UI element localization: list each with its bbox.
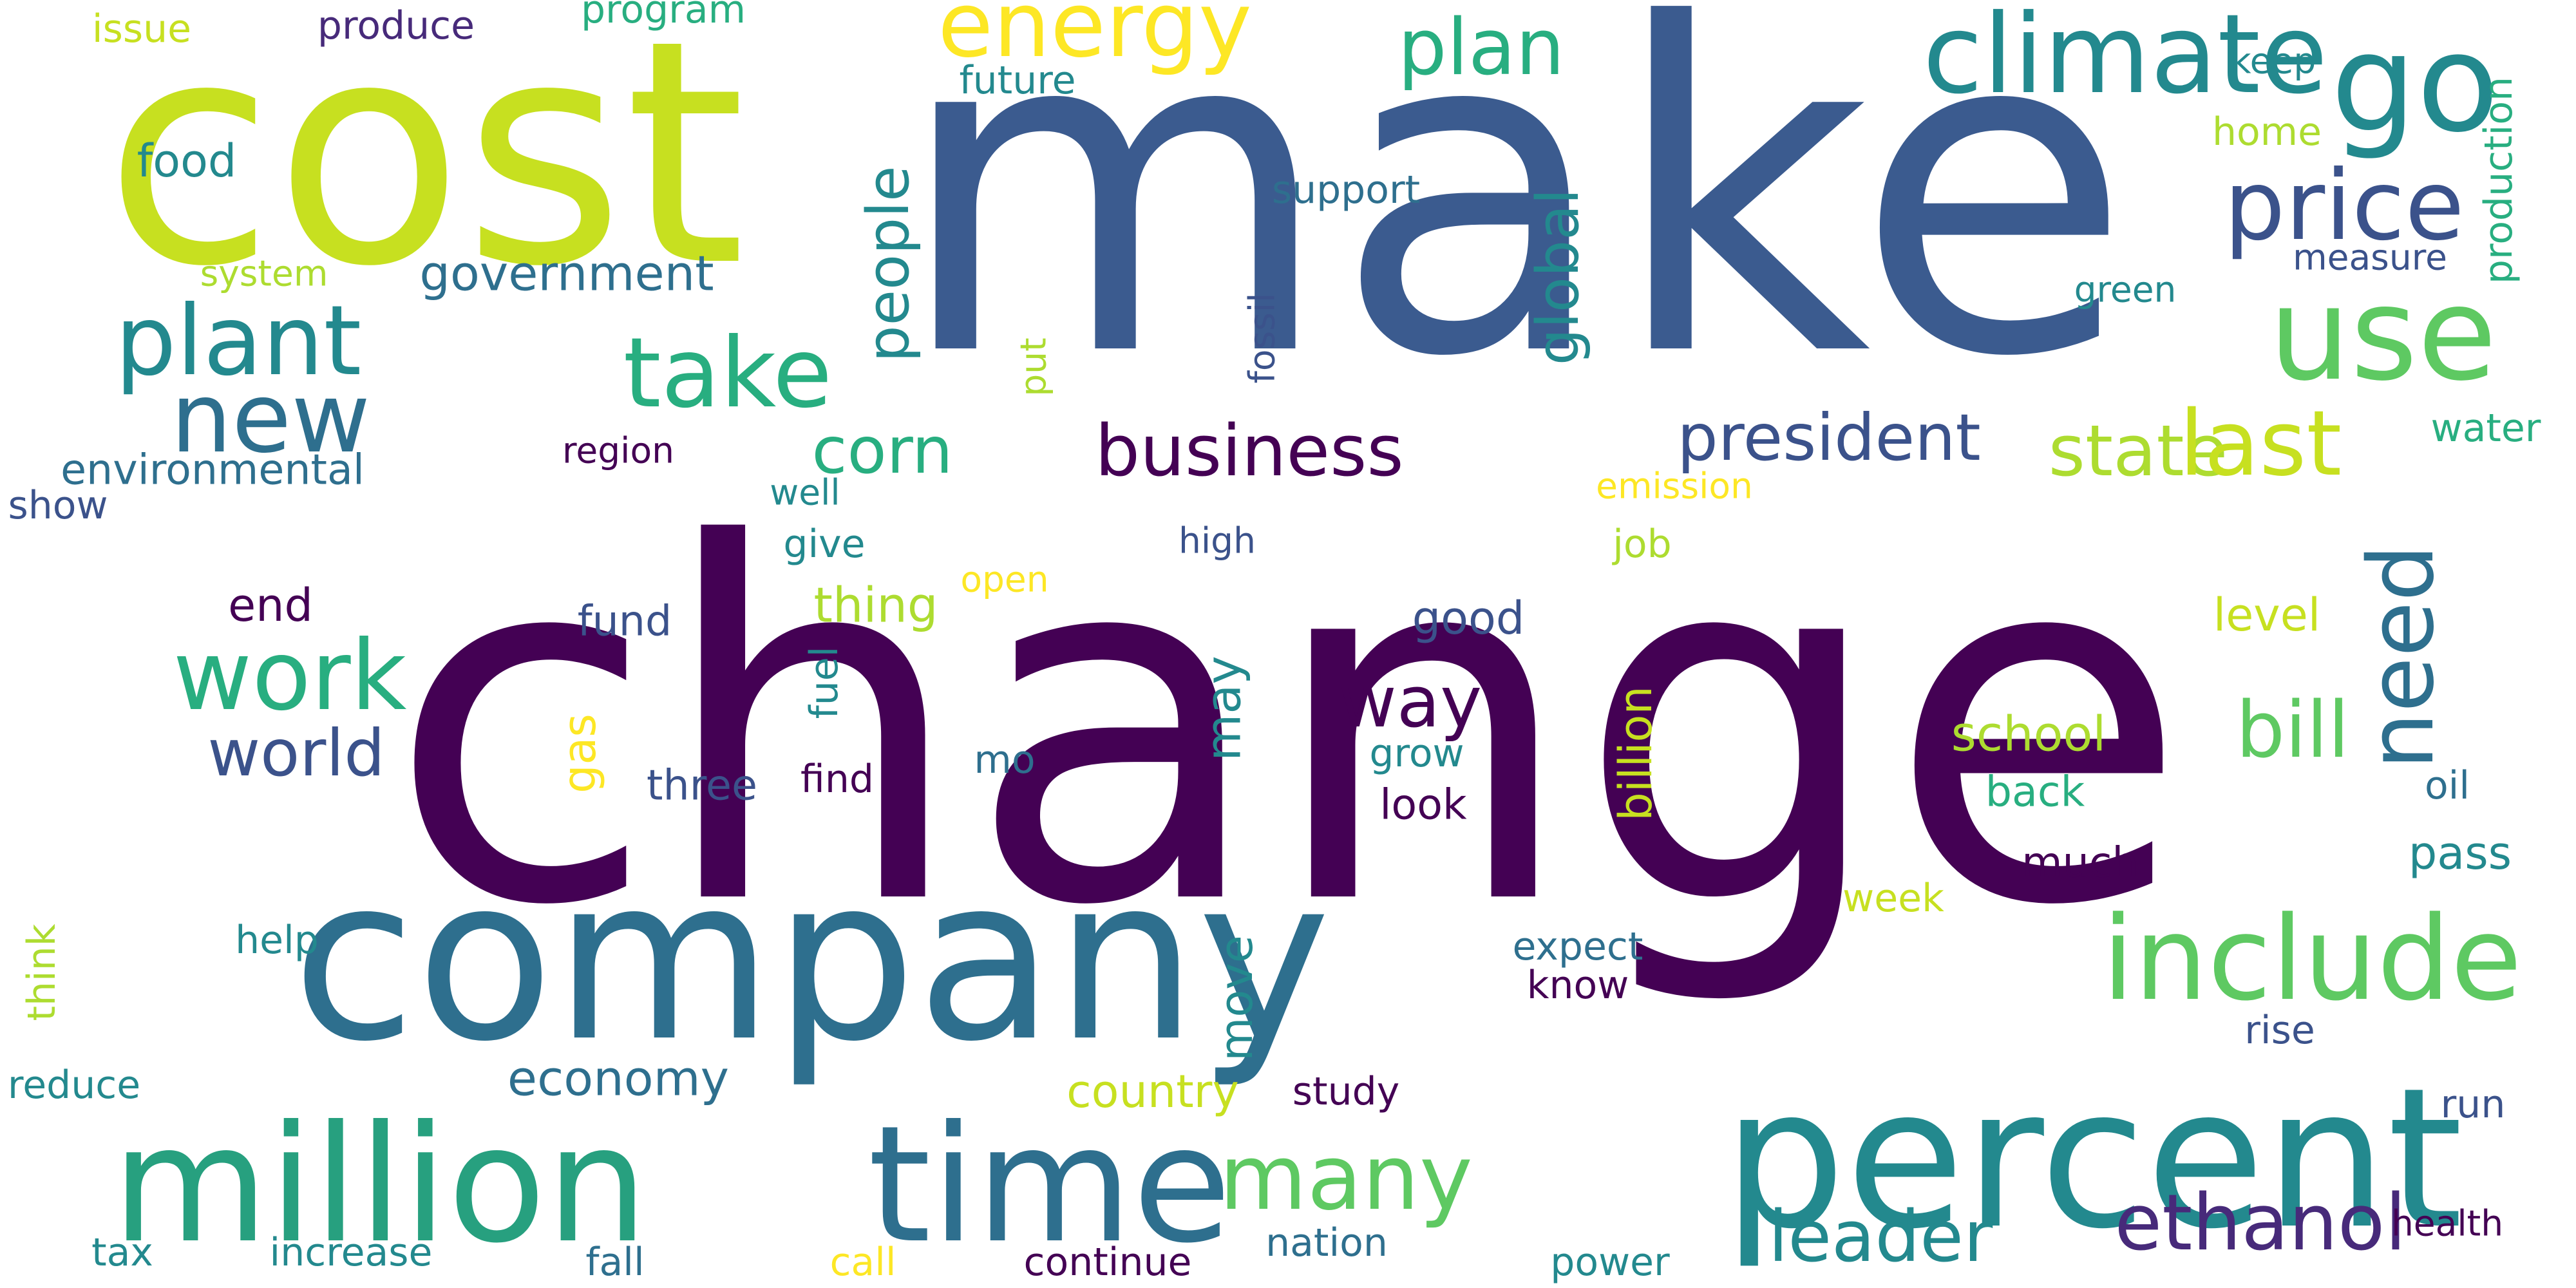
word-fall: fall	[585, 1240, 645, 1285]
word-grow: grow	[1369, 731, 1464, 776]
word-tax: tax	[91, 1230, 153, 1275]
word-call: call	[829, 1240, 896, 1285]
word-pass: pass	[2408, 827, 2512, 880]
word-fossil: fossil	[1241, 292, 1283, 384]
word-support: support	[1271, 167, 1421, 213]
word-reduce: reduce	[7, 1063, 141, 1108]
word-region: region	[562, 430, 674, 471]
word-keep: keep	[2230, 40, 2316, 82]
word-make: make	[895, 0, 2132, 455]
word-run: run	[2440, 1082, 2506, 1127]
word-program: program	[580, 0, 746, 32]
word-change: change	[387, 443, 2189, 1012]
word-mo: mo	[974, 737, 1036, 782]
word-plant: plant	[115, 285, 362, 397]
word-nation: nation	[1265, 1220, 1388, 1265]
word-billion: billion	[1609, 686, 1662, 821]
word-bill: bill	[2235, 686, 2350, 775]
word-job: job	[1613, 522, 1672, 567]
word-system: system	[200, 252, 328, 294]
word-economy: economy	[507, 1050, 730, 1107]
word-last: last	[2179, 392, 2342, 497]
word-food: food	[137, 135, 237, 187]
word-leader: leader	[1768, 1195, 1993, 1278]
word-fund: fund	[577, 597, 672, 646]
word-increase: increase	[269, 1230, 433, 1275]
word-emission: emission	[1596, 465, 1753, 507]
word-state: state	[2048, 410, 2228, 492]
word-global: global	[1524, 188, 1592, 366]
word-continue: continue	[1023, 1240, 1192, 1285]
word-include: include	[2101, 892, 2523, 1027]
word-plan: plan	[1397, 3, 1565, 93]
word-find: find	[800, 757, 874, 802]
word-end: end	[228, 579, 313, 632]
word-way: way	[1338, 661, 1482, 743]
word-look: look	[1379, 781, 1467, 829]
word-produce: produce	[317, 3, 475, 48]
word-go: go	[2331, 5, 2499, 162]
word-health: health	[2391, 1202, 2504, 1244]
word-well: well	[770, 471, 840, 513]
word-much: much	[2022, 838, 2139, 887]
word-back: back	[1985, 768, 2085, 817]
word-gas: gas	[553, 714, 606, 793]
word-energy: energy	[938, 0, 1252, 78]
word-issue: issue	[91, 6, 192, 52]
word-help: help	[235, 918, 319, 963]
word-move: move	[1210, 935, 1263, 1061]
word-good: good	[1412, 592, 1525, 645]
word-people: people	[855, 166, 922, 363]
word-new: new	[170, 363, 371, 475]
word-expect: expect	[1512, 924, 1643, 969]
word-take: take	[623, 317, 833, 430]
word-business: business	[1095, 410, 1404, 492]
word-rise: rise	[2244, 1008, 2315, 1053]
word-three: three	[647, 761, 757, 810]
word-million: million	[111, 1091, 649, 1278]
word-power: power	[1550, 1240, 1670, 1285]
word-many: many	[1219, 1126, 1473, 1231]
word-company: company	[292, 828, 1331, 1091]
word-climate: climate	[1922, 0, 2328, 118]
word-production: production	[2476, 76, 2521, 285]
word-government: government	[419, 245, 714, 302]
word-give: give	[783, 522, 866, 567]
word-work: work	[173, 620, 407, 732]
word-level: level	[2213, 589, 2321, 641]
word-water: water	[2430, 406, 2541, 451]
word-think: think	[19, 923, 64, 1021]
word-oil: oil	[2424, 763, 2470, 808]
word-country: country	[1066, 1065, 1239, 1118]
word-week: week	[1842, 876, 1944, 921]
word-study: study	[1292, 1069, 1400, 1114]
word-percent: percent	[1723, 1046, 2463, 1271]
word-use: use	[2268, 260, 2497, 410]
word-put: put	[1012, 337, 1054, 397]
word-corn: corn	[811, 413, 953, 488]
word-future: future	[959, 58, 1076, 103]
word-show: show	[8, 483, 108, 528]
word-home: home	[2211, 109, 2322, 155]
word-cost: cost	[104, 0, 746, 334]
word-need: need	[2349, 544, 2454, 770]
word-president: president	[1677, 400, 1981, 475]
word-high: high	[1179, 520, 1256, 562]
word-price: price	[2224, 150, 2465, 262]
word-green: green	[2074, 269, 2177, 310]
word-may: may	[1195, 656, 1252, 761]
word-thing: thing	[813, 576, 938, 634]
word-ethanol: ethanol	[2114, 1179, 2407, 1268]
word-know: know	[1526, 963, 1629, 1008]
word-school: school	[1951, 705, 2107, 762]
word-world: world	[207, 715, 385, 791]
word-open: open	[960, 558, 1049, 600]
word-measure: measure	[2293, 236, 2447, 278]
word-environmental: environmental	[61, 446, 365, 495]
word-fuel: fuel	[802, 646, 847, 719]
word-time: time	[867, 1091, 1232, 1278]
